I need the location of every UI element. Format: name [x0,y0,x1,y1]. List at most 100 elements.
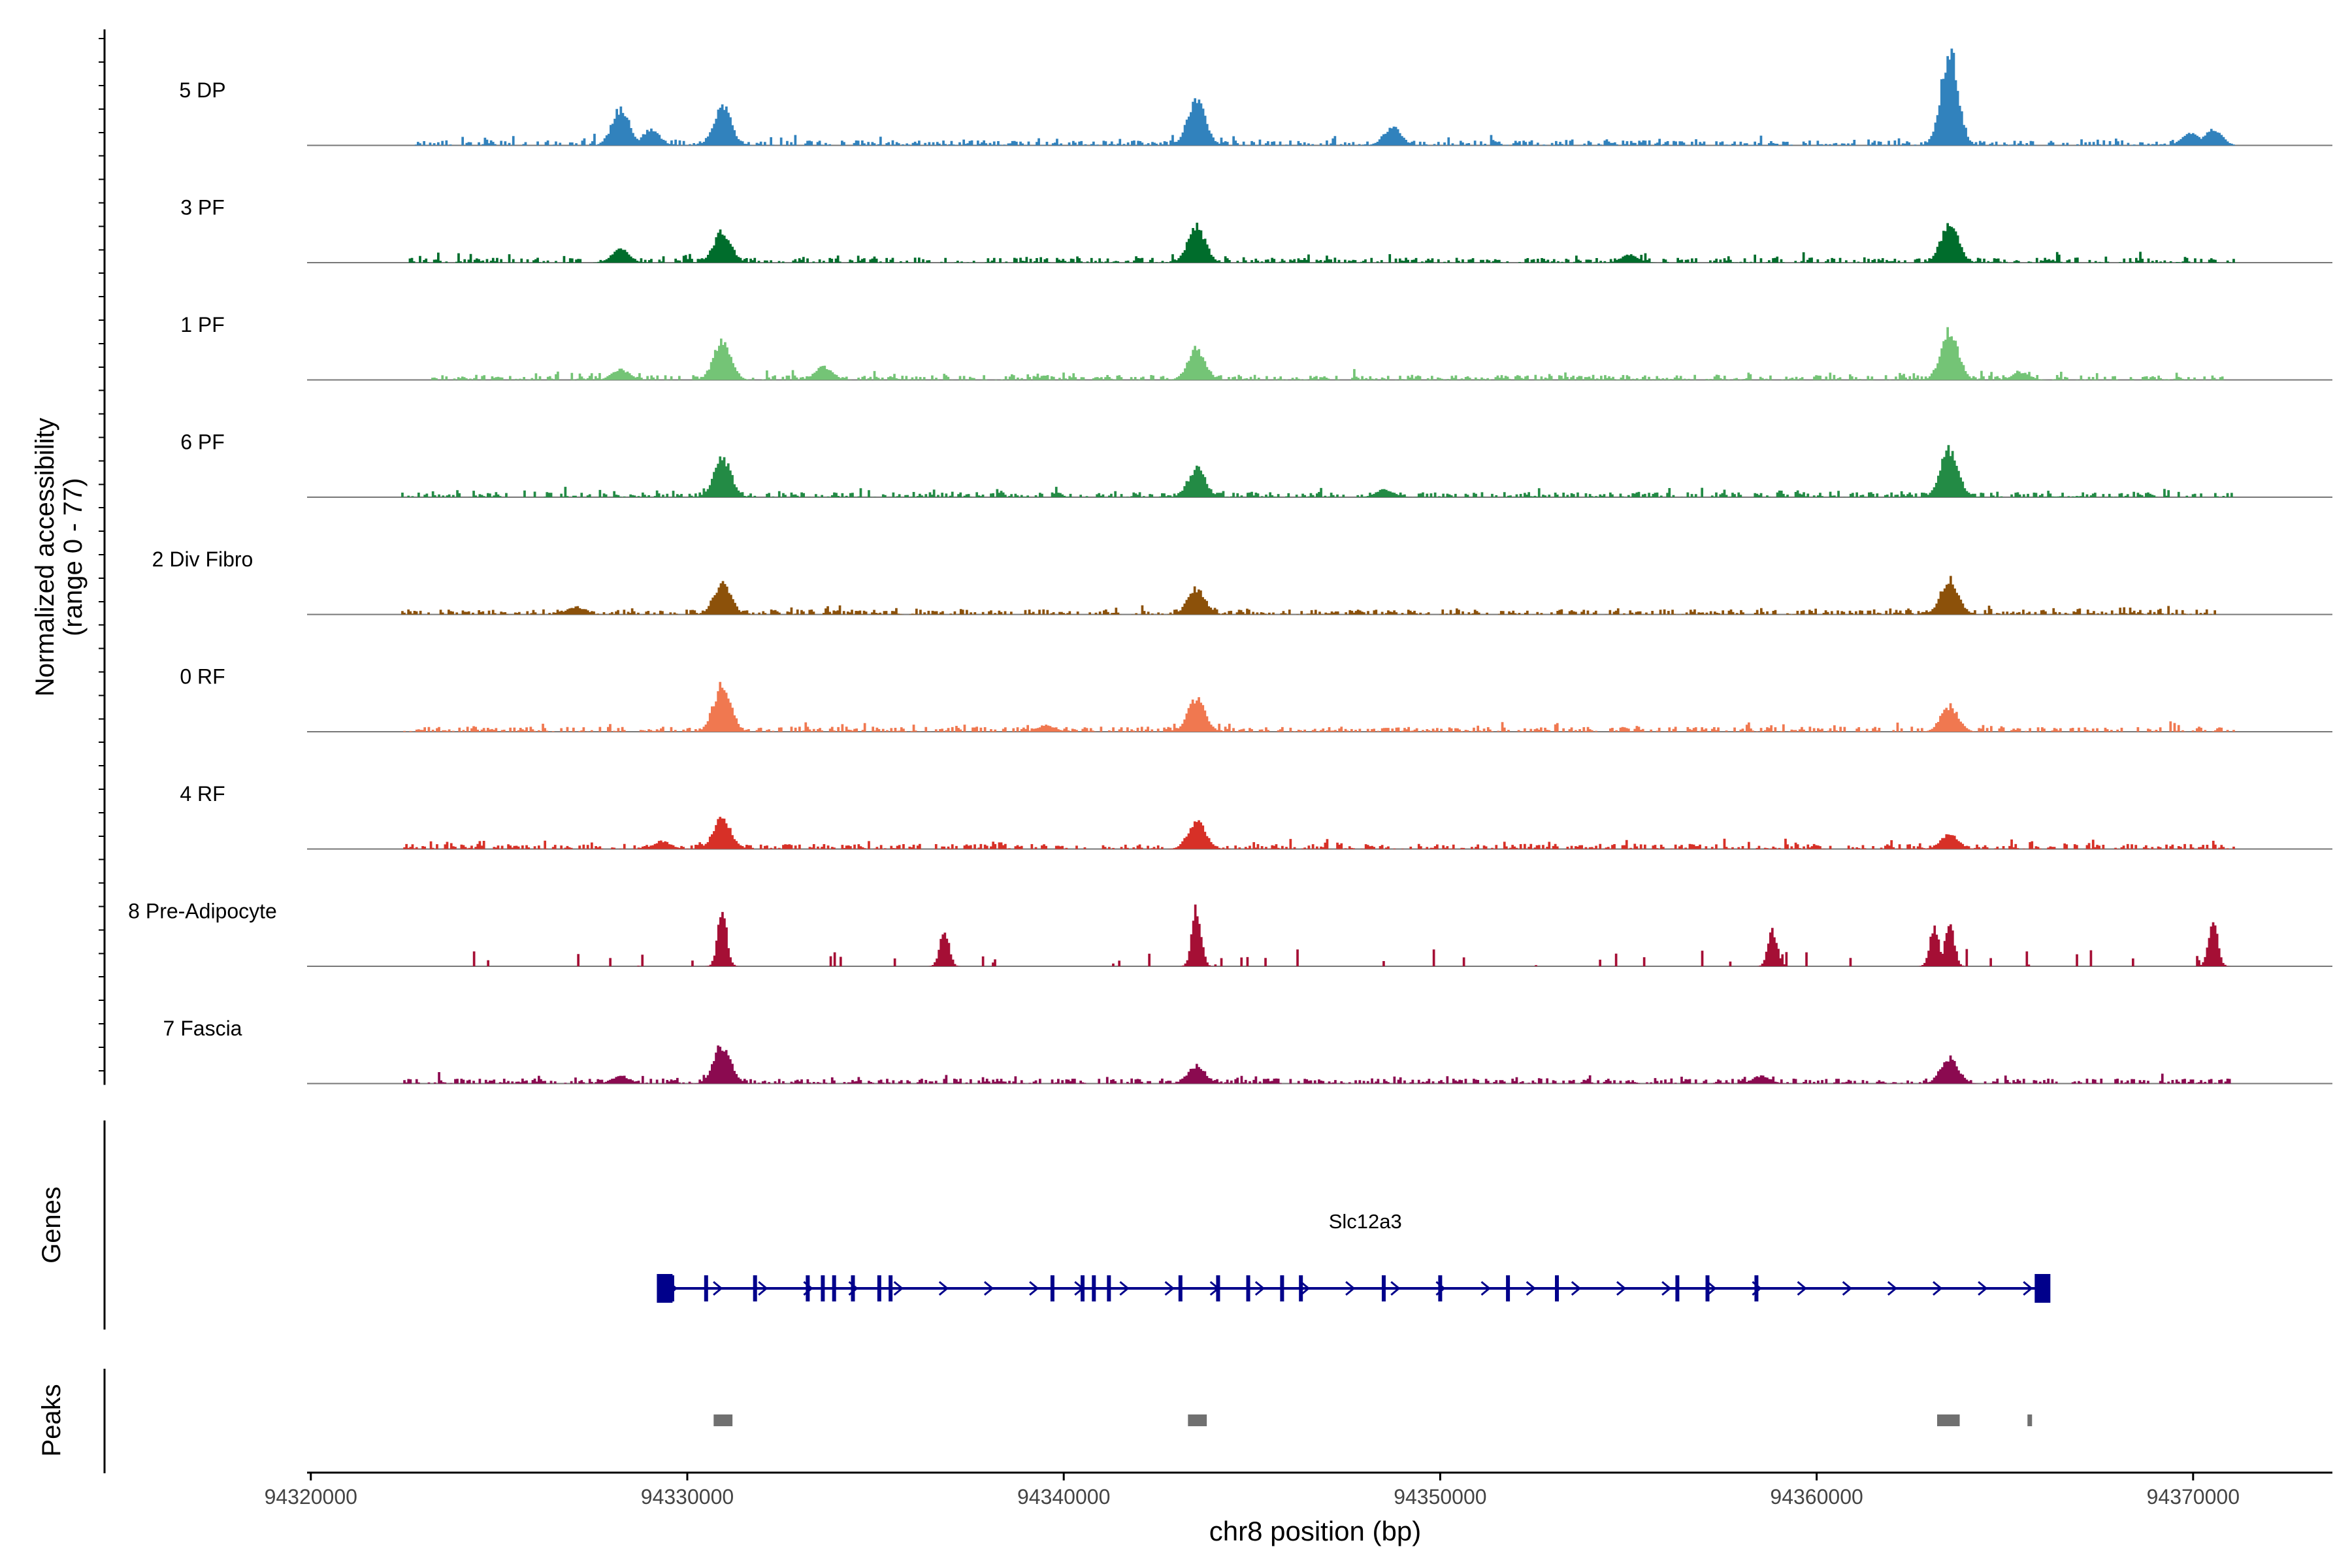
coverage-area [403,817,2235,849]
gene-exon [1754,1275,1759,1301]
track-label: 7 Fascia [163,1017,242,1040]
track-label: 3 PF [180,196,225,220]
gene-direction-arrow [1164,1281,1175,1296]
gene-exon [821,1275,825,1301]
gene-direction-arrow [1345,1281,1356,1296]
gene-exon [1178,1275,1183,1301]
gene-direction-arrow [1707,1281,1717,1296]
gene-direction-arrow [1119,1281,1130,1296]
coverage-area [414,48,2235,146]
coverage-area [403,1045,2231,1084]
gene-label: Slc12a3 [1329,1210,1402,1233]
x-tick-label: 94370000 [2147,1485,2240,1509]
gene-slc12a3: Slc12a3 [657,1210,2051,1303]
gene-direction-arrow [1526,1281,1537,1296]
gene-direction-arrow [758,1281,768,1296]
coverage-area [401,576,2216,615]
gene-direction-arrow [938,1281,949,1296]
gene-exon [1107,1275,1111,1301]
peak-region [1936,1414,1960,1426]
gene-direction-arrow [1571,1281,1582,1296]
gene-exon [1438,1275,1443,1301]
peaks-track [103,1369,2033,1473]
track-3-pf: 3 PF [180,196,2332,263]
gene-direction-arrow [713,1281,723,1296]
gene-exon [1705,1275,1710,1301]
gene-exon [1216,1275,1220,1301]
gene-exon [1050,1275,1054,1301]
gene-exon [806,1275,810,1301]
track-label: 5 DP [179,78,225,102]
gene-exon [1675,1275,1680,1301]
track-6-pf: 6 PF [180,431,2332,498]
genes-track-label: Genes [37,1186,66,1264]
coverage-area [408,222,2235,263]
x-tick-label: 94330000 [641,1485,734,1509]
x-tick-label: 94360000 [1770,1485,1863,1509]
gene-exon [877,1275,881,1301]
gene-exon [1381,1275,1386,1301]
track-8-pre-adipocyte: 8 Pre-Adipocyte [128,900,2332,967]
track-2-div-fibro: 2 Div Fibro [152,547,2332,615]
gene-exon [1299,1275,1303,1301]
gene-direction-arrow [1299,1281,1311,1296]
gene-direction-arrow [1797,1281,1807,1296]
y-axis [99,29,106,1085]
peaks-track-label: Peaks [37,1384,66,1456]
track-label: 2 Div Fibro [152,547,253,571]
x-tick-label: 94350000 [1394,1485,1486,1509]
gene-direction-arrow [983,1281,994,1296]
track-label: 6 PF [180,431,225,454]
gene-direction-arrow [1480,1281,1491,1296]
gene-direction-arrow [1842,1281,1853,1296]
coverage-tracks: 5 DP 3 PF 1 PF 6 PF 2 Div Fibro 0 RF 4 RF 8 Pre… [128,48,2332,1085]
gene-exon [753,1275,757,1301]
genes-track: Slc12a3 [103,1120,2051,1330]
y-axis-label: Normalized accessibility [31,417,59,696]
x-axis-label: chr8 position (bp) [1209,1516,1422,1546]
gene-direction-arrow [2023,1281,2033,1296]
track-label: 8 Pre-Adipocyte [128,900,277,923]
peak-region [1188,1414,1207,1426]
coverage-area [401,445,2233,497]
gene-direction-arrow [1254,1281,1266,1296]
peak-region [2027,1414,2033,1426]
gene-direction-arrow [1390,1281,1401,1296]
track-label: 1 PF [180,313,225,336]
coverage-area [403,681,2235,732]
gene-exon [1506,1275,1511,1301]
coverage-area [472,904,2230,966]
gene-direction-arrow [1933,1281,1943,1296]
gene-exon [1246,1275,1250,1301]
track-0-rf: 0 RF [180,665,2332,732]
x-tick-label: 94320000 [265,1485,357,1509]
track-label: 4 RF [180,782,225,806]
gene-direction-arrow [1029,1281,1039,1296]
gene-direction-arrow [1661,1281,1672,1296]
gene-exon-terminal [2034,1274,2051,1303]
coverage-area [431,327,2224,380]
gene-direction-arrow [893,1281,904,1296]
gene-exon-terminal [657,1274,673,1303]
track-label: 0 RF [180,665,225,689]
gene-exon [851,1275,855,1301]
gene-direction-arrow [1978,1281,1988,1296]
x-tick-label: 94340000 [1017,1485,1110,1509]
gene-exon [704,1275,708,1301]
x-axis: 94320000 94330000 94340000 94350000 94360000… [265,1471,2332,1509]
gene-direction-arrow [1616,1281,1627,1296]
y-axis-label-range: (range 0 - 77) [59,478,88,636]
gene-exon [1092,1275,1096,1301]
track-5-dp: 5 DP [179,48,2332,146]
gene-exon [1280,1275,1284,1301]
gene-exon [832,1275,836,1301]
gene-exon [1555,1275,1560,1301]
track-7-fascia: 7 Fascia [163,1017,2332,1085]
peak-region [713,1414,733,1426]
gene-exon [889,1275,893,1301]
gene-direction-arrow [1887,1281,1898,1296]
track-1-pf: 1 PF [180,313,2332,381]
track-4-rf: 4 RF [180,782,2332,850]
gene-exon [1080,1275,1085,1301]
